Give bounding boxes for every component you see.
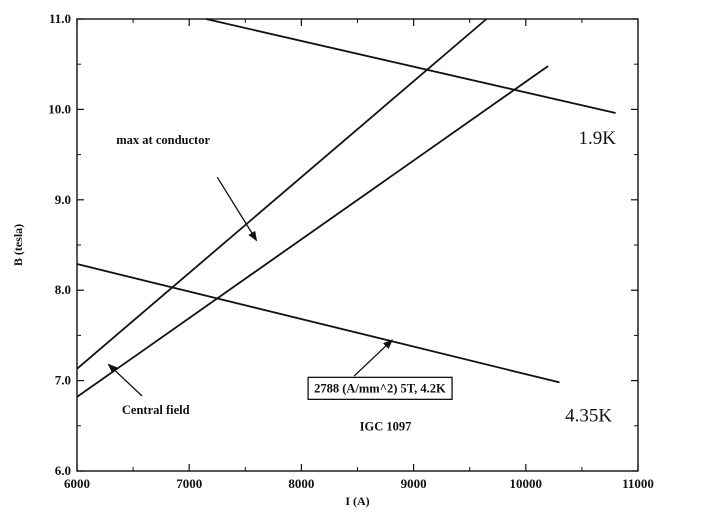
- x-tick-label: 6000: [64, 476, 90, 491]
- y-tick-label: 6.0: [55, 463, 71, 478]
- series-line-3: [76, 18, 488, 370]
- x-tick-label: 11000: [622, 476, 654, 491]
- annotation-arrow: [353, 339, 394, 377]
- y-tick-label: 7.0: [55, 373, 71, 388]
- annotation-label: max at conductor: [116, 133, 210, 147]
- temperature-label: 1.9K: [579, 128, 617, 149]
- y-tick-label: 9.0: [55, 192, 71, 207]
- annotation-arrow: [216, 176, 258, 242]
- y-tick-label: 10.0: [48, 101, 71, 116]
- temperature-label: 4.35K: [565, 405, 612, 426]
- annotation-label: IGC 1097: [360, 419, 412, 433]
- x-tick-label: 9000: [401, 476, 427, 491]
- current-density-label: 2788 (A/mm^2) 5T, 4.2K: [314, 381, 446, 395]
- series-line-4: [76, 65, 549, 398]
- annotation-box: [307, 376, 453, 401]
- x-tick-label: 7000: [176, 476, 202, 491]
- annotation-arrow: [107, 363, 143, 397]
- y-tick-label: 11.0: [49, 11, 71, 26]
- x-axis-label: I (A): [345, 494, 369, 508]
- x-tick-label: 8000: [288, 476, 314, 491]
- y-tick-label: 8.0: [55, 282, 71, 297]
- annotation-label: Central field: [122, 403, 190, 417]
- series-line-1: [205, 18, 616, 114]
- y-axis-label: B (tesla): [11, 224, 25, 266]
- x-tick-label: 10000: [510, 476, 543, 491]
- series-line-2: [76, 263, 560, 384]
